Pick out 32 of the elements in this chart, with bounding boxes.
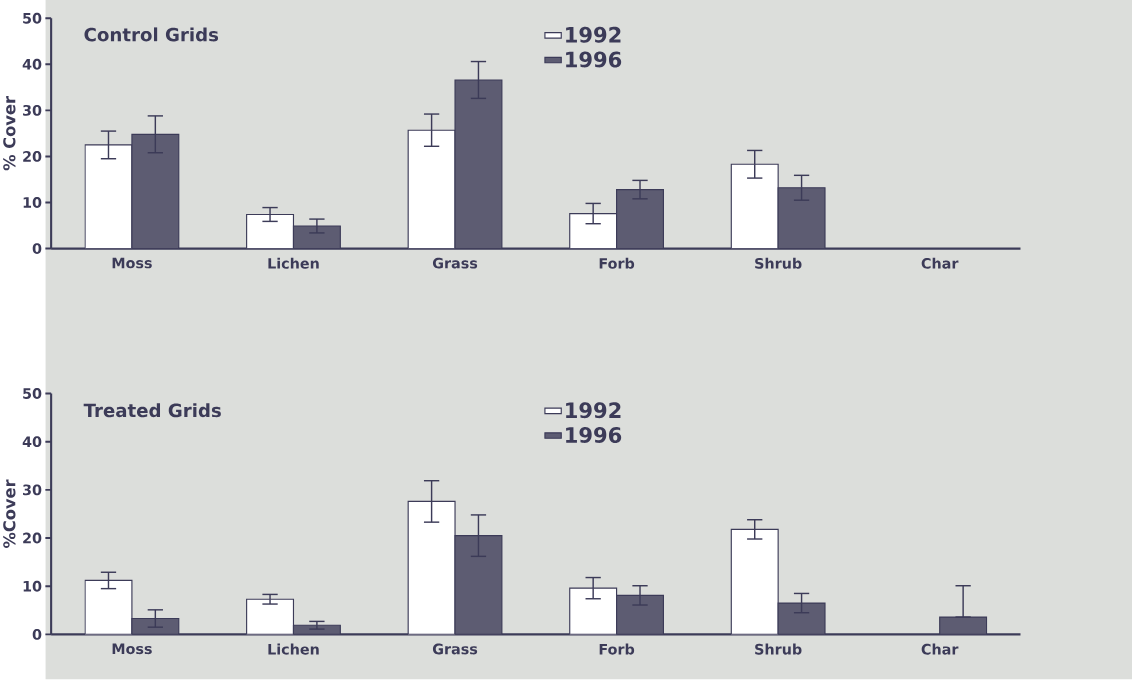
- y-axis-title: % Cover: [3, 96, 16, 171]
- y-axis-title: %Cover: [3, 479, 16, 549]
- y-tick-label: 50: [23, 13, 42, 24]
- y-tick-label: 40: [22, 436, 42, 448]
- y-tick-label: 30: [23, 105, 42, 117]
- y-tick-label: 0: [32, 629, 42, 641]
- x-tick-label: Lichen: [268, 643, 319, 655]
- y-tick-label: 40: [22, 59, 42, 70]
- x-tick-label: Lichen: [268, 257, 319, 270]
- x-tick-label: Grass: [432, 257, 478, 269]
- y-tick-label: 20: [23, 532, 42, 544]
- x-tick-label: Char: [921, 643, 959, 655]
- legend-label: 1996: [566, 427, 622, 444]
- x-tick-label: Moss: [112, 257, 152, 269]
- x-tick-label: Shrub: [755, 257, 802, 270]
- x-tick-label: Forb: [599, 643, 635, 655]
- x-tick-label: Moss: [112, 643, 152, 655]
- legend-label: 1992: [566, 27, 621, 43]
- chart-title: Treated Grids: [83, 403, 221, 418]
- x-tick-label: Forb: [599, 257, 635, 270]
- legend-label: 1996: [566, 51, 622, 68]
- y-tick-label: 0: [32, 243, 42, 255]
- chart-title: Control Grids: [84, 27, 219, 42]
- y-tick-label: 30: [23, 484, 42, 496]
- y-tick-label: 50: [23, 388, 42, 400]
- y-tick-label: 10: [23, 197, 42, 209]
- x-tick-label: Grass: [432, 643, 478, 655]
- x-tick-label: Char: [921, 257, 959, 270]
- y-tick-label: 10: [23, 581, 42, 592]
- y-tick-label: 20: [23, 151, 42, 163]
- legend-label: 1992: [566, 402, 621, 419]
- x-tick-label: Shrub: [755, 643, 802, 655]
